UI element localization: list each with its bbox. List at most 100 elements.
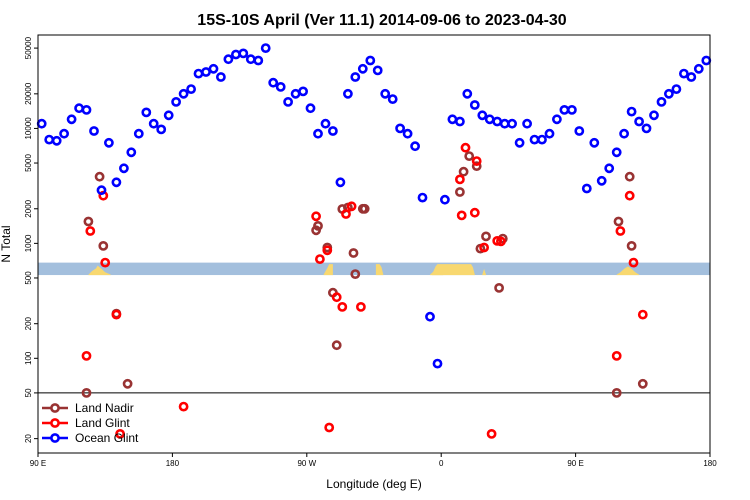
- data-point: [141, 107, 152, 118]
- data-point: [432, 358, 443, 369]
- data-point: [649, 110, 659, 121]
- y-tick-label: 50: [24, 388, 33, 397]
- x-tick-label: 90 W: [297, 459, 316, 468]
- data-point: [395, 123, 405, 134]
- data-point: [156, 124, 167, 135]
- data-point: [201, 67, 211, 77]
- data-point: [208, 63, 219, 74]
- data-point: [611, 147, 622, 158]
- data-point: [471, 161, 482, 171]
- data-points: [36, 43, 712, 439]
- data-point: [331, 340, 342, 351]
- data-point: [628, 257, 639, 268]
- data-point: [380, 88, 391, 99]
- data-point: [253, 55, 264, 66]
- data-point: [89, 126, 99, 136]
- data-point: [268, 77, 279, 88]
- data-point: [671, 84, 682, 94]
- legend-marker: [50, 418, 60, 428]
- data-point: [337, 301, 348, 312]
- data-point: [163, 110, 174, 121]
- series-ocean-glint: [36, 43, 712, 369]
- data-point: [624, 171, 635, 182]
- data-point: [552, 114, 562, 125]
- data-point: [341, 209, 351, 219]
- data-point: [81, 350, 92, 361]
- x-tick-label: 180: [703, 459, 717, 468]
- data-point: [215, 72, 226, 82]
- data-point: [611, 350, 622, 361]
- data-point: [567, 105, 577, 115]
- legend-label: Ocean Glint: [75, 431, 139, 445]
- data-point: [324, 422, 335, 433]
- y-axis-label: N Total: [0, 225, 13, 262]
- data-point: [320, 118, 331, 129]
- data-point: [454, 116, 465, 127]
- data-point: [581, 183, 592, 194]
- data-point: [410, 141, 420, 152]
- data-point: [81, 105, 92, 115]
- series-land-glint: [81, 142, 648, 439]
- data-point: [656, 97, 667, 107]
- data-point: [66, 114, 77, 125]
- data-point: [104, 137, 114, 148]
- data-point: [350, 72, 361, 82]
- data-point: [357, 63, 368, 74]
- x-tick-label: 180: [166, 459, 180, 468]
- axis-ticks: 90 E 180 90 W 0 90 E 180 20 50 100 200 500 1000 2000…: [24, 36, 717, 468]
- data-point: [100, 257, 111, 268]
- legend-marker: [50, 433, 60, 443]
- data-point: [634, 116, 644, 127]
- data-point: [126, 147, 137, 158]
- data-point: [238, 48, 249, 59]
- legend-label: Land Glint: [75, 416, 130, 430]
- y-tick-label: 5000: [24, 154, 33, 172]
- data-point: [275, 82, 286, 92]
- land-ocean-band: [38, 262, 710, 276]
- x-tick-label: 90 E: [30, 459, 46, 468]
- data-point: [313, 220, 323, 231]
- data-point: [342, 88, 353, 99]
- data-point: [59, 128, 69, 139]
- x-tick-label: 90 E: [567, 459, 583, 468]
- land-segment: [88, 265, 111, 276]
- data-point: [664, 88, 674, 99]
- data-point: [178, 401, 189, 412]
- land-segment: [431, 264, 475, 276]
- data-point: [479, 242, 489, 253]
- data-point: [626, 106, 637, 117]
- data-point: [481, 231, 491, 242]
- chart-title: 15S-10S April (Ver 11.1) 2014-09-06 to 2…: [197, 12, 567, 29]
- y-tick-label: 20: [24, 434, 33, 443]
- y-tick-label: 100: [24, 351, 33, 365]
- data-point: [305, 103, 316, 114]
- data-point: [471, 156, 482, 166]
- data-point: [387, 94, 398, 104]
- data-point: [537, 134, 547, 145]
- legend-label: Land Nadir: [75, 401, 134, 415]
- series-land-nadir: [81, 151, 648, 398]
- data-point: [402, 128, 413, 139]
- data-point: [94, 171, 105, 182]
- legend-item: Land Glint: [42, 416, 130, 430]
- data-point: [311, 211, 321, 222]
- data-point: [148, 118, 159, 129]
- data-point: [327, 126, 338, 136]
- data-point: [186, 84, 196, 94]
- data-point: [626, 240, 637, 251]
- data-point: [355, 301, 366, 312]
- legend-item: Ocean Glint: [42, 431, 139, 445]
- y-tick-label: 10000: [24, 117, 33, 140]
- y-tick-label: 500: [24, 271, 33, 285]
- data-point: [83, 216, 94, 227]
- legend-marker: [50, 403, 60, 413]
- data-point: [425, 311, 435, 322]
- land-segment: [616, 266, 640, 276]
- data-point: [111, 309, 122, 320]
- data-point: [171, 97, 181, 107]
- data-point: [439, 194, 450, 205]
- data-point: [615, 226, 626, 236]
- y-tick-label: 50000: [24, 36, 33, 59]
- data-point: [596, 175, 607, 186]
